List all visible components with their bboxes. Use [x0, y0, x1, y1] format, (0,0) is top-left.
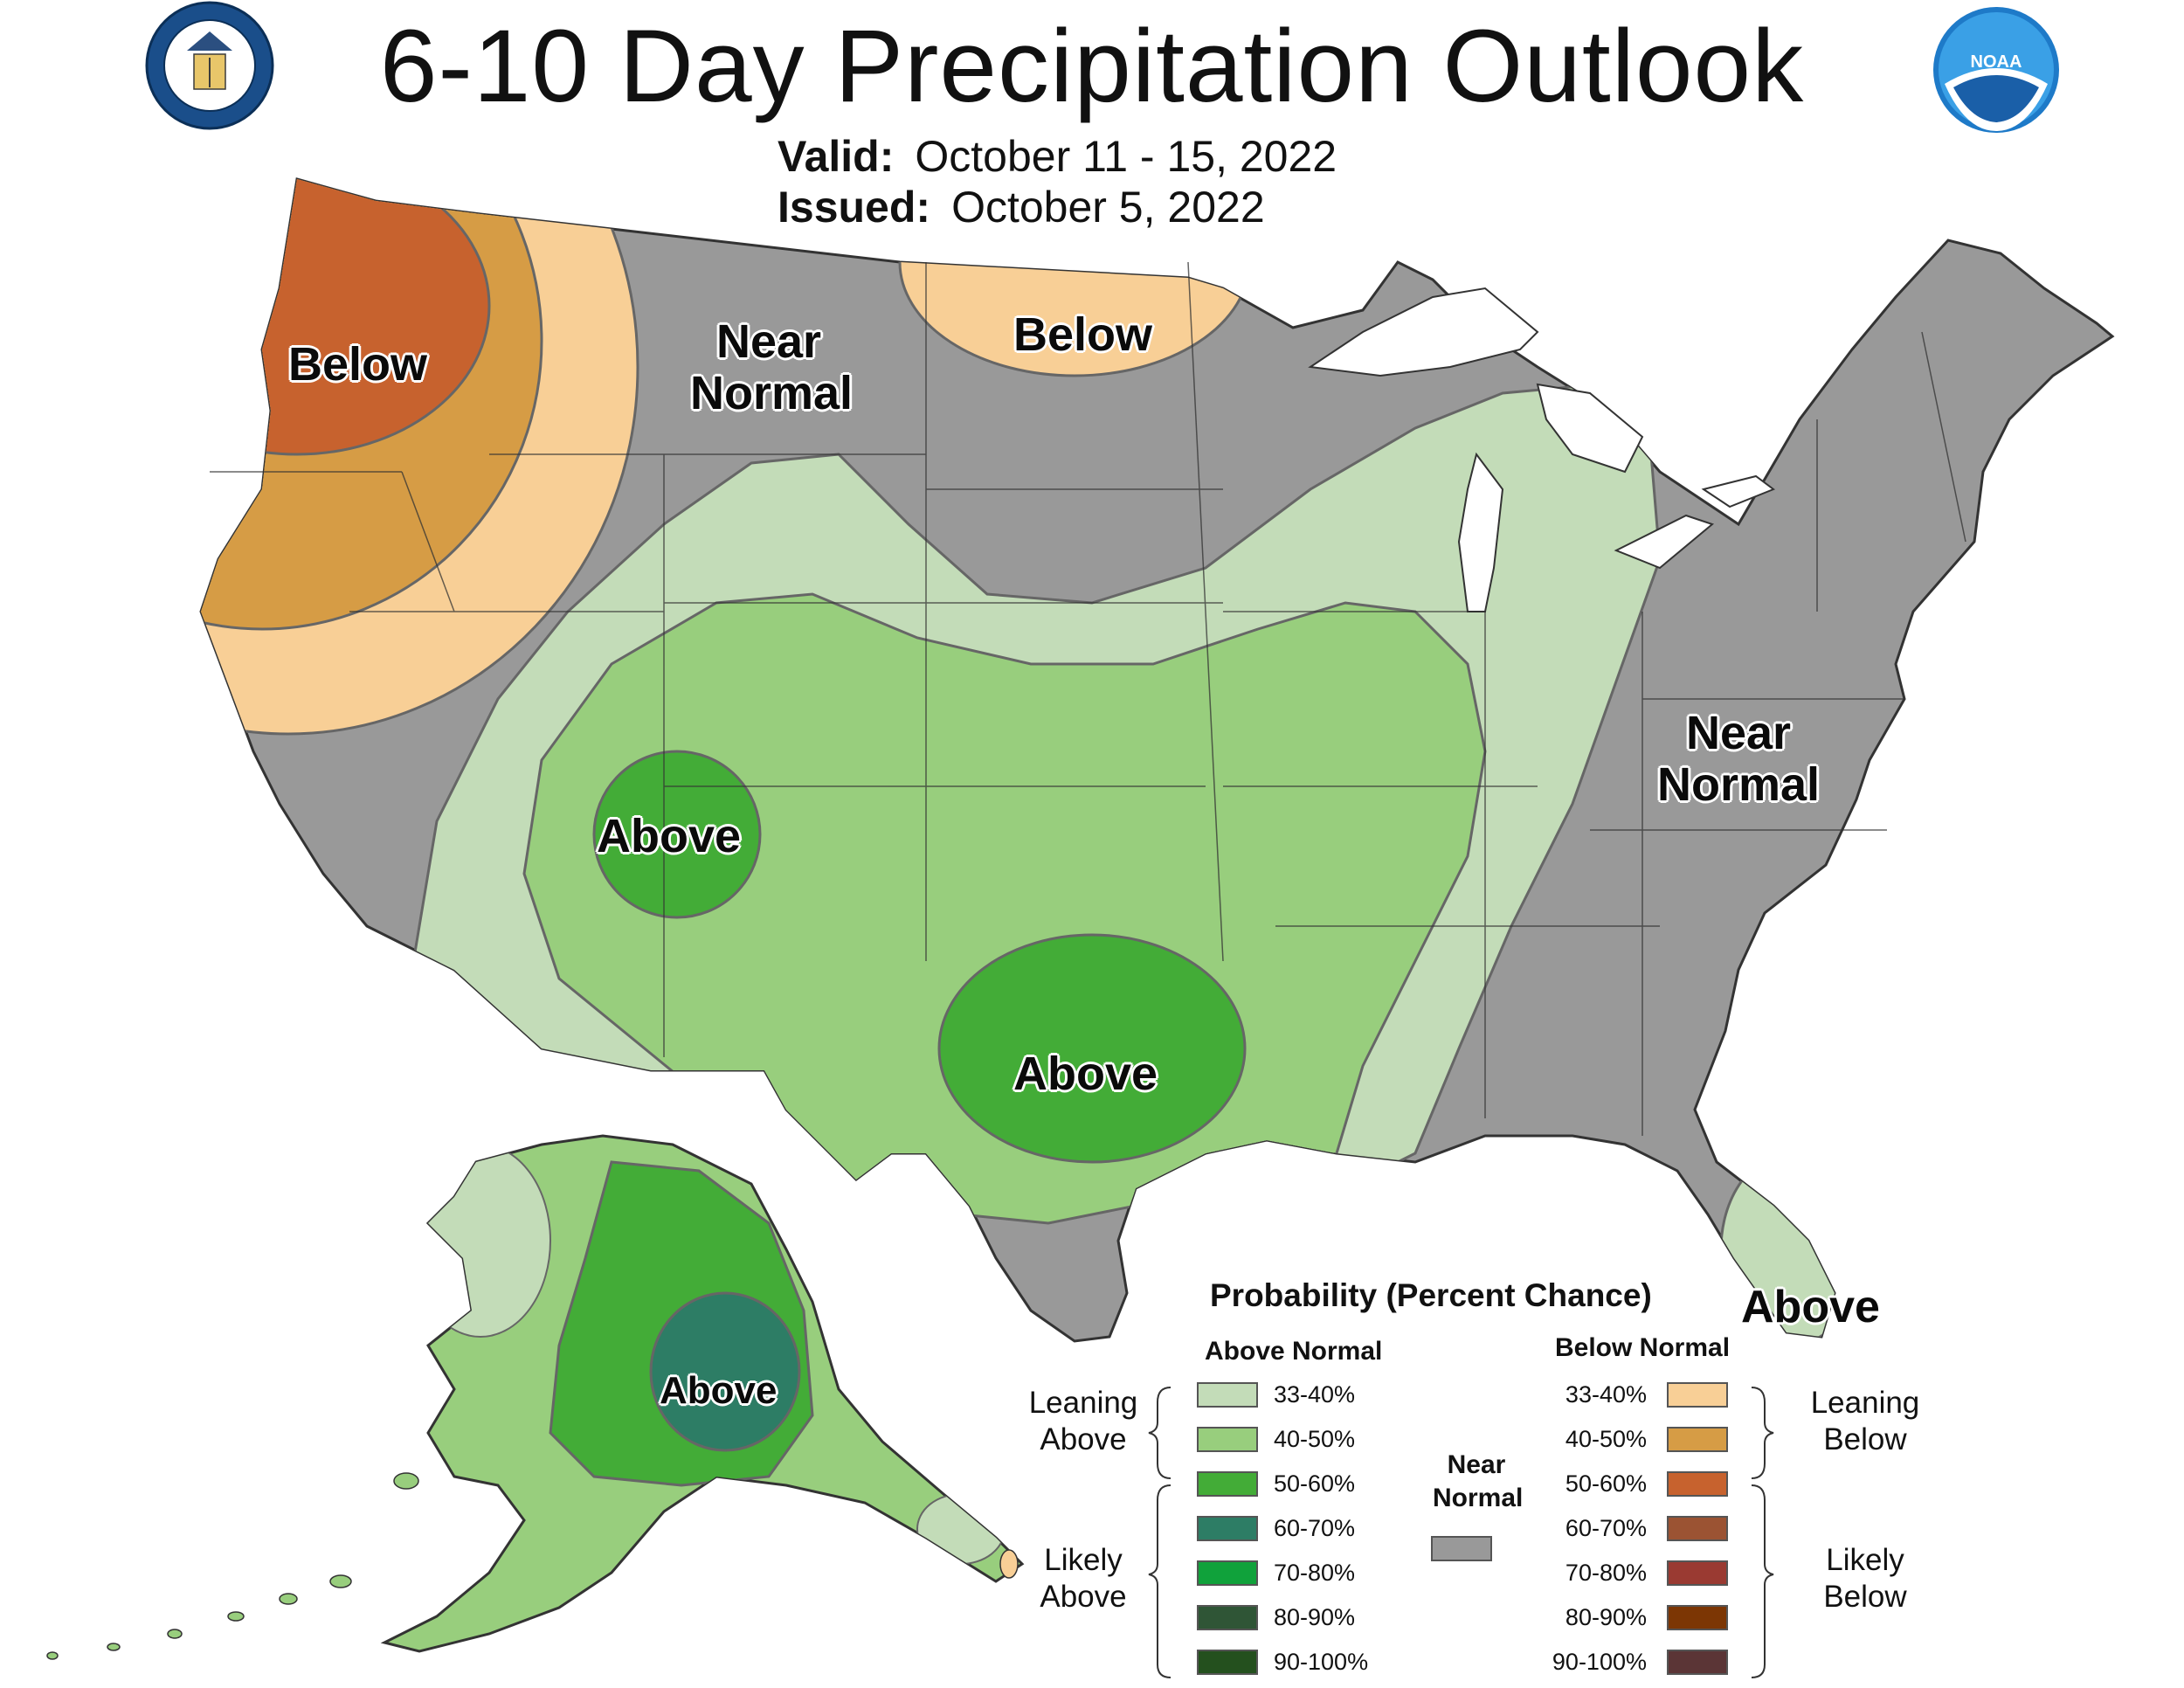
legend-below-label: 90-100%	[1552, 1649, 1647, 1675]
above-word: Above	[1040, 1580, 1127, 1614]
label-above-texas: Above	[1013, 1048, 1158, 1100]
leaning-word: Leaning	[1028, 1386, 1138, 1420]
legend-above-label: 40-50%	[1274, 1426, 1356, 1452]
legend-above-swatch	[1197, 1560, 1258, 1586]
legend-likely-above: Likely Above	[1013, 1542, 1153, 1615]
likely-word: Likely	[1044, 1543, 1123, 1577]
issued-value: October 5, 2022	[951, 183, 1265, 232]
valid-value: October 11 - 15, 2022	[915, 132, 1337, 181]
label-above-florida: Above	[1741, 1282, 1880, 1332]
valid-label: Valid:	[778, 132, 895, 181]
label-near: Near	[1685, 707, 1792, 759]
below-word: Below	[1823, 1422, 1907, 1456]
label-above-alaska: Above	[660, 1369, 778, 1412]
normal-word: Normal	[1433, 1483, 1524, 1512]
legend-above-label: 80-90%	[1274, 1604, 1356, 1630]
legend-below-label: 60-70%	[1565, 1515, 1647, 1541]
leaning-word: Leaning	[1810, 1386, 1920, 1420]
legend-above-swatch	[1197, 1605, 1258, 1630]
legend-above-normal-heading: Above Normal	[1205, 1337, 1383, 1366]
legend-below-swatch	[1667, 1560, 1728, 1586]
legend-title: Probability (Percent Chance)	[1210, 1277, 1652, 1313]
below-word: Below	[1823, 1580, 1907, 1614]
legend-below-label: 40-50%	[1565, 1426, 1647, 1452]
issued-label: Issued:	[778, 183, 931, 232]
label-near: Near	[715, 315, 822, 368]
legend-likely-below: Likely Below	[1791, 1542, 1939, 1615]
legend-above-swatch	[1197, 1516, 1258, 1541]
near-word: Near	[1447, 1450, 1506, 1479]
legend-above-label: 33-40%	[1274, 1381, 1356, 1408]
legend-leaning-below: Leaning Below	[1791, 1385, 1939, 1458]
label-near-normal-north: Near Normal	[690, 315, 854, 420]
legend-below-swatch	[1667, 1382, 1728, 1408]
noaa-logo-text: NOAA	[1970, 52, 2022, 72]
legend-near-normal: Near Normal	[1433, 1449, 1524, 1514]
legend-below-swatch	[1667, 1650, 1728, 1675]
legend-above-swatch	[1197, 1471, 1258, 1497]
label-below-north-central: Below	[1013, 308, 1153, 361]
legend-below-normal-heading: Below Normal	[1555, 1333, 1731, 1362]
label-normal: Normal	[1656, 758, 1821, 812]
legend-below-swatch	[1667, 1471, 1728, 1497]
legend-above-label: 90-100%	[1274, 1649, 1369, 1675]
legend-below-label: 33-40%	[1565, 1381, 1647, 1408]
department-of-commerce-seal-icon	[145, 1, 274, 130]
likely-word: Likely	[1826, 1543, 1904, 1577]
label-below-northwest: Below	[288, 338, 428, 391]
legend-below-swatch	[1667, 1516, 1728, 1541]
legend-below-swatch	[1667, 1427, 1728, 1452]
legend-above-label: 60-70%	[1274, 1515, 1356, 1541]
above-word: Above	[1040, 1422, 1127, 1456]
noaa-logo-icon	[1933, 7, 2059, 133]
label-normal: Normal	[690, 367, 854, 420]
legend-above-swatch	[1197, 1382, 1258, 1408]
legend-above-swatch	[1197, 1427, 1258, 1452]
legend-near-normal-swatch	[1431, 1536, 1492, 1561]
legend-above-swatch	[1197, 1650, 1258, 1675]
map-title: 6-10 Day Precipitation Outlook	[379, 9, 1805, 124]
legend-above-label: 50-60%	[1274, 1470, 1356, 1497]
legend-below-label: 50-60%	[1565, 1470, 1647, 1497]
label-above-west: Above	[597, 810, 742, 862]
date-block: Valid: October 11 - 15, 2022 Issued: Octob…	[778, 131, 1337, 232]
legend-above-label: 70-80%	[1274, 1560, 1356, 1586]
legend-below-label: 80-90%	[1565, 1604, 1647, 1630]
legend-below-swatch	[1667, 1605, 1728, 1630]
legend-below-label: 70-80%	[1565, 1560, 1647, 1586]
label-near-normal-east: Near Normal	[1651, 707, 1826, 812]
legend-leaning-above: Leaning Above	[1013, 1385, 1153, 1458]
